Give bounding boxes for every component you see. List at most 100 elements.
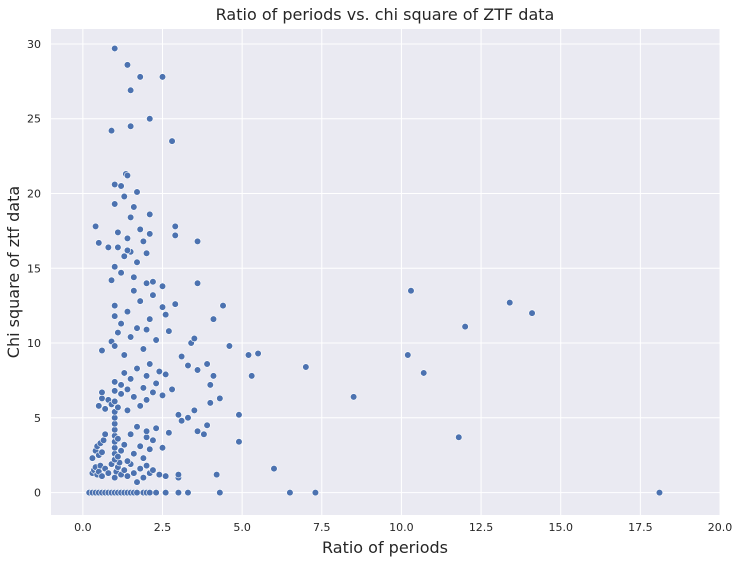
- x-tick-labels: 0.0 2.5 5.0 7.5 10.0 12.5 15.0 17.5 20.0: [74, 521, 732, 534]
- data-point: [120, 369, 128, 377]
- y-tick-labels: 0 5 10 15 20 25 30: [27, 38, 41, 500]
- data-point: [209, 315, 218, 323]
- data-point: [139, 474, 147, 482]
- data-point: [184, 414, 192, 422]
- y-tick-label: 10: [27, 337, 41, 350]
- data-point: [139, 384, 147, 392]
- data-point: [127, 86, 135, 94]
- data-point: [136, 442, 144, 450]
- data-point: [206, 381, 214, 389]
- data-point: [152, 379, 160, 388]
- y-tick-label: 30: [27, 38, 41, 51]
- data-point: [133, 324, 141, 332]
- data-point: [142, 433, 151, 441]
- data-point: [165, 429, 173, 437]
- data-point: [111, 302, 119, 310]
- data-point: [254, 349, 262, 358]
- data-point: [136, 465, 144, 473]
- data-point: [142, 462, 151, 470]
- data-point: [136, 402, 144, 410]
- x-tick-label: 15.0: [548, 521, 573, 534]
- data-point: [101, 430, 109, 438]
- data-point: [130, 273, 138, 281]
- data-point: [117, 182, 125, 190]
- data-point: [407, 287, 415, 295]
- data-point: [149, 291, 157, 299]
- data-point: [206, 399, 214, 407]
- y-tick-label: 20: [27, 187, 41, 200]
- data-point: [171, 231, 179, 239]
- data-point: [203, 360, 211, 368]
- data-point: [98, 472, 106, 480]
- data-point: [146, 315, 154, 323]
- data-point: [95, 239, 103, 247]
- data-point: [123, 61, 132, 69]
- data-point: [184, 361, 192, 370]
- data-point: [104, 469, 112, 477]
- data-point: [117, 269, 125, 277]
- data-point: [111, 44, 119, 53]
- data-point: [130, 203, 138, 211]
- data-point: [127, 213, 135, 222]
- data-point: [149, 466, 157, 474]
- data-point: [162, 370, 170, 379]
- data-point: [120, 441, 128, 449]
- data-point: [111, 200, 119, 208]
- x-tick-label: 7.5: [313, 521, 331, 534]
- data-point: [219, 302, 227, 310]
- data-point: [311, 488, 320, 497]
- data-point: [139, 345, 147, 353]
- data-point: [120, 351, 128, 359]
- data-point: [123, 457, 132, 465]
- data-point: [155, 471, 163, 479]
- data-point: [152, 424, 160, 432]
- y-tick-label: 5: [34, 412, 41, 425]
- data-point: [193, 279, 202, 287]
- data-point: [178, 352, 186, 361]
- data-point: [216, 488, 224, 497]
- data-point: [111, 378, 119, 386]
- data-point: [216, 394, 224, 402]
- data-point: [133, 478, 141, 486]
- data-point: [133, 188, 141, 196]
- data-point: [111, 342, 119, 350]
- data-point: [225, 342, 233, 350]
- data-point: [114, 228, 122, 236]
- grid-lines: [51, 29, 721, 515]
- data-point: [130, 450, 138, 458]
- data-point: [149, 278, 157, 286]
- data-point: [114, 403, 122, 411]
- x-axis-label: Ratio of periods: [322, 538, 448, 557]
- data-point: [655, 488, 664, 497]
- data-point: [404, 351, 412, 359]
- data-point: [171, 222, 179, 230]
- data-point: [130, 287, 138, 295]
- data-point: [127, 333, 135, 341]
- data-point: [174, 488, 183, 497]
- data-point: [133, 364, 141, 373]
- data-point: [117, 447, 125, 455]
- data-point: [101, 405, 109, 413]
- data-point: [117, 381, 125, 389]
- x-tick-label: 20.0: [708, 521, 733, 534]
- data-point: [133, 258, 141, 266]
- data-point: [193, 366, 202, 374]
- data-point: [142, 372, 151, 380]
- data-point: [117, 319, 125, 328]
- x-tick-label: 12.5: [469, 521, 494, 534]
- x-tick-label: 10.0: [389, 521, 414, 534]
- data-point: [528, 309, 536, 317]
- data-point: [117, 390, 125, 398]
- data-point: [152, 488, 160, 497]
- data-point: [98, 394, 106, 402]
- data-point: [174, 411, 183, 419]
- data-point: [111, 397, 119, 405]
- data-point: [136, 225, 144, 233]
- data-point: [158, 444, 167, 452]
- data-point: [133, 423, 141, 431]
- data-point: [168, 385, 176, 393]
- data-point: [235, 411, 243, 419]
- data-point: [158, 391, 167, 399]
- data-point: [127, 122, 135, 130]
- data-point: [350, 393, 358, 401]
